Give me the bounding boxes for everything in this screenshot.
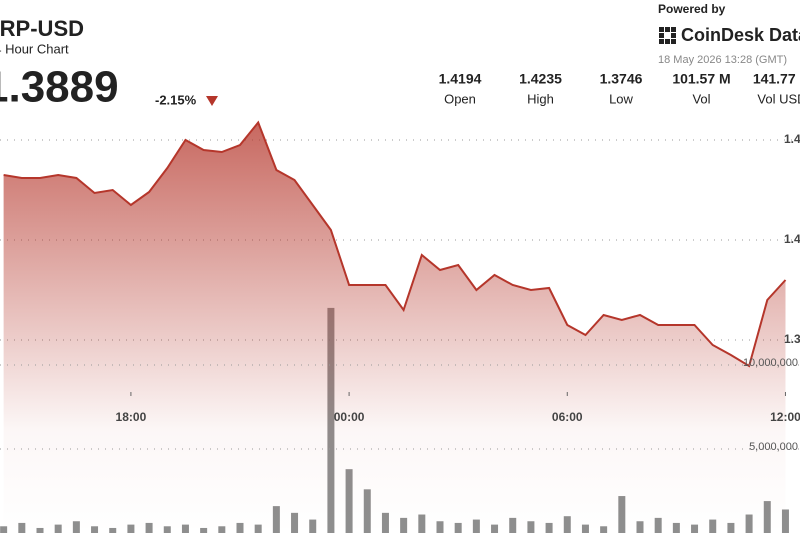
stat-label: Vol (692, 91, 710, 106)
x-tick-label: 06:00 (552, 410, 583, 424)
powered-by: Powered by (658, 2, 726, 16)
y-tick-label: 1.38 (784, 332, 800, 346)
price-line (3, 120, 787, 368)
stat-label: High (527, 91, 554, 106)
chart-subtitle: 24 Hour Chart (0, 41, 69, 56)
y-tick-label: 1.42 (784, 132, 800, 146)
x-tick-label: 18:00 (116, 410, 147, 424)
timestamp: 18 May 2026 13:28 (GMT) (658, 54, 787, 66)
y2-tick-label: 10,000,000 (743, 357, 798, 369)
price: 1.3889 (0, 63, 119, 112)
y2-tick-label: 5,000,000 (749, 441, 798, 453)
change: -2.15% (155, 92, 197, 107)
stat-value: 1.4194 (439, 71, 482, 87)
stat-value: 1.3746 (600, 71, 643, 87)
y-tick-label: 1.4 (784, 232, 800, 246)
brand: CoinDesk Data (681, 25, 800, 45)
price-area (3, 122, 786, 533)
x-tick-label: 00:00 (334, 410, 365, 424)
stat-label: Open (444, 91, 476, 106)
stat-label: Vol USD (757, 91, 800, 106)
chart-title: XRP-USD (0, 16, 84, 41)
logo-icon (659, 27, 676, 44)
stat-value: 141.77 M (753, 71, 800, 87)
down-arrow (206, 96, 218, 106)
x-tick-label: 12:00 (770, 410, 800, 424)
stat-value: 101.57 M (672, 71, 730, 87)
stat-label: Low (609, 91, 633, 106)
stat-value: 1.4235 (519, 71, 562, 87)
